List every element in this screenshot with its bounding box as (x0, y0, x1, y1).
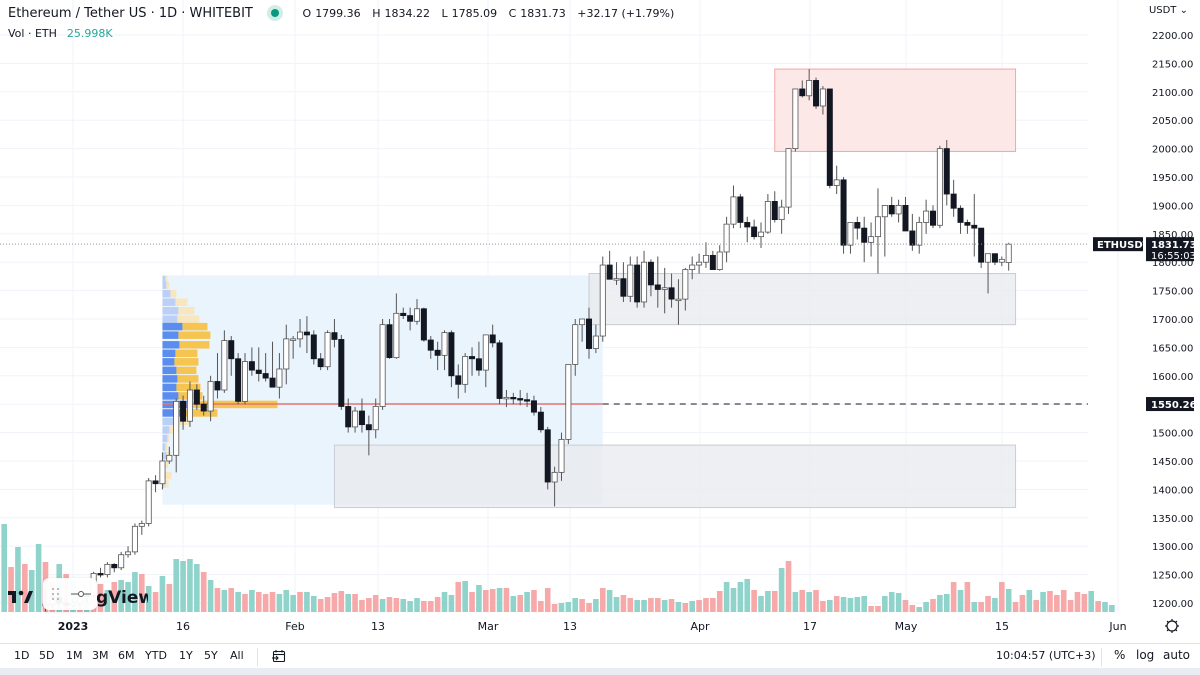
time-tick: 13 (371, 620, 385, 633)
time-tick: 2023 (58, 620, 89, 633)
price-tick: 1700.00 (1152, 315, 1193, 326)
price-tick: 1950.00 (1152, 173, 1193, 184)
svg-text:1831.73: 1831.73 (1151, 240, 1197, 251)
time-tick: 13 (563, 620, 577, 633)
time-tick: Feb (285, 620, 304, 633)
range-1m[interactable]: 1M (66, 649, 83, 662)
drag-handle-icon (52, 588, 59, 600)
range-1y[interactable]: 1Y (179, 649, 193, 662)
price-tick: 2200.00 (1152, 31, 1193, 42)
price-tick: 1200.00 (1152, 599, 1193, 610)
bar-countdown: 16:55:03 (1151, 251, 1196, 262)
time-tick: May (895, 620, 918, 633)
range-1d[interactable]: 1D (14, 649, 30, 662)
time-tick: Mar (478, 620, 499, 633)
price-tick: 1400.00 (1152, 485, 1193, 496)
price-tick: 1450.00 (1152, 457, 1193, 468)
svg-text:gView: gView (96, 588, 148, 608)
auto-scale-toggle[interactable]: auto (1163, 648, 1191, 662)
price-tick: 2100.00 (1152, 88, 1193, 99)
range-3m[interactable]: 3M (92, 649, 109, 662)
clock-timezone[interactable]: 10:04:57 (UTC+3) (996, 649, 1096, 662)
price-tick: 2050.00 (1152, 116, 1193, 127)
tradingview-logo-icon: gView (8, 588, 154, 608)
time-tick: Apr (690, 620, 710, 633)
price-chart[interactable]: 2200.00 2150.00 2100.00 2050.00 2000.00 1950.… (0, 0, 1200, 643)
price-tick: 1750.00 (1152, 287, 1193, 298)
chevron-down-icon: ⌄ (1179, 5, 1188, 16)
low-value: 1785.09 (451, 7, 498, 20)
supply-zone[interactable] (774, 68, 1017, 152)
svg-text:1550.26: 1550.26 (1151, 400, 1197, 411)
svg-text:ETHUSDT: ETHUSDT (1097, 240, 1150, 251)
bottom-strip (0, 668, 1200, 675)
range-5d[interactable]: 5D (39, 649, 55, 662)
high-value: 1834.22 (384, 7, 430, 20)
time-tick: 16 (176, 620, 190, 633)
range-5y[interactable]: 5Y (204, 649, 218, 662)
high-label: H (372, 7, 381, 20)
range-6m[interactable]: 6M (118, 649, 135, 662)
volume-value: 25.998K (66, 27, 113, 40)
ohlc-values: O 1799.36 H 1834.22 L 1785.09 C 1831.73 +32.… (303, 7, 679, 20)
demand-zone-upper[interactable] (588, 273, 1017, 326)
open-value: 1799.36 (315, 7, 361, 20)
currency-selector[interactable]: USDT ⌄ (1149, 5, 1188, 16)
toolbar-divider (257, 648, 258, 666)
range-all[interactable]: All (230, 649, 244, 662)
bottom-toolbar: 1D 5D 1M 3M 6M YTD 1Y 5Y All 10:04:57 (U… (0, 643, 1200, 669)
price-tick: 1900.00 (1152, 201, 1193, 212)
market-status-icon (270, 9, 279, 17)
time-tick: 15 (995, 620, 1009, 633)
range-ytd[interactable]: YTD (145, 649, 167, 662)
price-tick: 1650.00 (1152, 343, 1193, 354)
time-tick: 17 (803, 620, 817, 633)
price-tick: 1850.00 (1152, 230, 1193, 241)
volume-label[interactable]: Vol · ETH (8, 27, 57, 40)
time-tick: Jun (1108, 620, 1126, 633)
price-tick: 1300.00 (1152, 542, 1193, 553)
price-axis[interactable]: 2200.00 2150.00 2100.00 2050.00 2000.00 1950.… (1152, 31, 1193, 610)
currency-label: USDT (1148, 5, 1177, 16)
last-price-badge (1146, 237, 1194, 262)
goto-date-button[interactable] (271, 648, 287, 668)
price-tick: 2000.00 (1152, 145, 1193, 156)
price-tick: 1350.00 (1152, 514, 1193, 525)
open-label: O (302, 7, 312, 20)
demand-zone-lower[interactable] (333, 444, 1017, 509)
volume-bars (1, 524, 1115, 612)
price-tick: 1800.00 (1152, 258, 1193, 269)
price-tick: 1500.00 (1152, 429, 1193, 440)
symbol-legend: Ethereum / Tether US · 1D · WHITEBIT O 17… (8, 6, 678, 21)
close-value: 1831.73 (520, 7, 566, 20)
volume-legend: Vol · ETH 25.998K (8, 27, 113, 40)
low-label: L (441, 7, 448, 20)
drawing-toolbar-handle[interactable] (43, 578, 97, 610)
toolbar-divider (1101, 648, 1102, 666)
hline-price-badge (1146, 397, 1194, 412)
horizontal-line-tool-icon (71, 591, 91, 597)
calendar-goto-icon (272, 650, 286, 663)
chart-settings-gear-icon[interactable] (1165, 619, 1179, 633)
time-axis[interactable]: 2023 16 Feb 13 Mar 13 Apr 17 May 15 Jun (58, 620, 1127, 633)
percent-scale-toggle[interactable]: % (1114, 648, 1126, 662)
change-value: +32.17 (+1.79%) (577, 7, 675, 20)
price-tick: 1600.00 (1152, 372, 1193, 383)
log-scale-toggle[interactable]: log (1136, 648, 1155, 662)
candlesticks (42, 69, 1012, 612)
close-label: C (508, 7, 517, 20)
tradingview-logo[interactable]: gView (8, 585, 154, 609)
price-tick: 1250.00 (1152, 571, 1193, 582)
price-tick: 2150.00 (1152, 59, 1193, 70)
symbol-title[interactable]: Ethereum / Tether US · 1D · WHITEBIT (8, 6, 253, 21)
